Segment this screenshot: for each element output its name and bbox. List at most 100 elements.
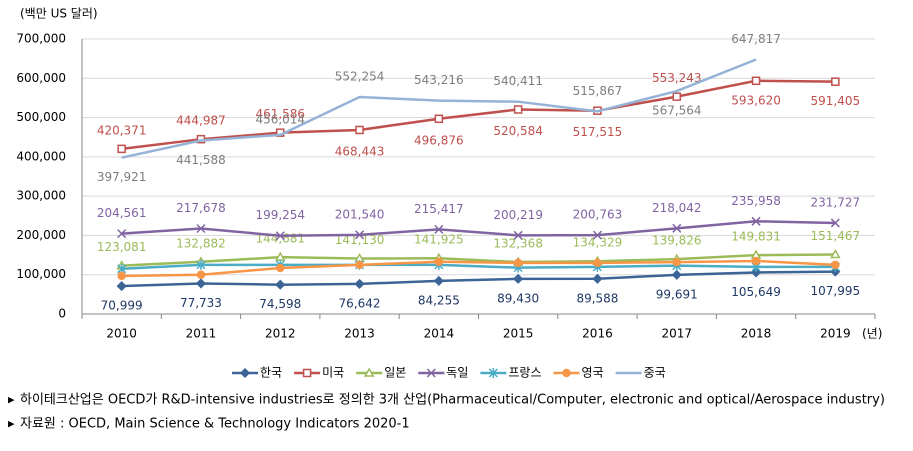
marker [434, 224, 444, 234]
data-label: 520,584 [493, 124, 543, 138]
data-label: 89,430 [497, 291, 539, 305]
marker [830, 218, 840, 228]
data-label: 553,243 [652, 71, 702, 85]
data-label: 647,817 [731, 32, 781, 46]
marker [196, 223, 206, 234]
data-label: 468,443 [335, 144, 385, 158]
y-tick-label: 200,000 [16, 228, 66, 242]
x-tick-label: 2016 [582, 327, 613, 341]
marker [831, 77, 840, 86]
data-label: 552,254 [335, 70, 385, 84]
note: 자료원 : OECD, Main Science & Technology In… [20, 417, 410, 432]
marker [513, 230, 523, 240]
data-label: 139,826 [652, 234, 702, 248]
y-tick-label: 700,000 [16, 32, 66, 46]
marker [355, 230, 365, 240]
data-label: 397,921 [97, 170, 147, 184]
legend-label: 독일 [446, 366, 468, 380]
marker [592, 273, 603, 284]
series-line [121, 58, 757, 159]
marker [433, 275, 444, 286]
data-label: 517,515 [573, 125, 623, 139]
data-label: 215,417 [414, 202, 464, 216]
marker [488, 368, 498, 378]
data-label: 461,586 [255, 107, 305, 121]
data-label: 235,958 [731, 194, 781, 208]
x-tick-label: 2017 [661, 327, 692, 341]
data-label: 105,649 [731, 285, 781, 299]
data-label: 74,598 [259, 297, 301, 311]
marker [275, 231, 285, 241]
legend-label: 프랑스 [508, 366, 541, 380]
legend-label: 한국 [260, 366, 282, 380]
data-label: 217,678 [176, 201, 226, 215]
x-tick-label: 2010 [106, 327, 137, 341]
data-label: 218,042 [652, 201, 702, 215]
data-label: 204,561 [97, 206, 147, 220]
data-label: 231,727 [811, 195, 861, 209]
marker [592, 230, 602, 240]
legend-label: 중국 [644, 366, 666, 380]
marker [196, 259, 206, 270]
data-label: 132,368 [493, 236, 543, 250]
y-tick-label: 300,000 [16, 189, 66, 203]
data-label: 99,691 [656, 287, 698, 301]
data-label: 540,411 [493, 74, 543, 88]
marker [239, 367, 251, 379]
legend-label: 일본 [384, 366, 406, 380]
marker [513, 258, 523, 268]
y-tick-label: 400,000 [16, 149, 66, 163]
x-tick-label: 2019 [820, 327, 851, 341]
x-tick-label: 2012 [265, 327, 296, 341]
bullet: ▸ [8, 393, 15, 408]
data-label: 151,467 [811, 229, 861, 243]
data-label: 123,081 [97, 240, 147, 254]
marker [276, 263, 285, 273]
x-tick-label: 2015 [503, 327, 534, 341]
data-label: 496,876 [414, 133, 464, 147]
marker [354, 278, 365, 289]
legend-label: 영국 [582, 366, 604, 380]
marker [302, 368, 312, 378]
data-label: 84,255 [418, 293, 460, 307]
marker [831, 260, 840, 270]
marker [434, 257, 444, 266]
data-label: 456,014 [255, 112, 305, 126]
data-label: 199,254 [255, 208, 305, 222]
data-label: 107,995 [811, 284, 861, 298]
marker [116, 281, 127, 292]
data-label: 543,216 [414, 73, 464, 87]
marker [751, 256, 761, 266]
data-label: 200,219 [493, 208, 543, 222]
data-label: 141,130 [335, 233, 385, 247]
marker [195, 278, 207, 289]
x-tick-label: 2014 [424, 327, 455, 341]
marker [513, 105, 523, 114]
data-label: 134,329 [573, 236, 623, 250]
marker [672, 257, 681, 267]
data-label: 141,925 [414, 233, 464, 247]
marker [562, 368, 571, 378]
legend-label: 미국 [322, 366, 344, 380]
marker [750, 267, 762, 278]
marker [751, 76, 761, 86]
series-line [121, 270, 836, 288]
y-tick-label: 100,000 [16, 267, 66, 281]
marker [671, 269, 682, 280]
marker [355, 260, 364, 270]
data-label: 593,620 [731, 93, 781, 107]
marker [275, 279, 286, 290]
series-line [121, 263, 836, 271]
data-label: 201,540 [335, 207, 385, 221]
data-label: 70,999 [101, 299, 143, 313]
y-unit: (백만 US 달러) [20, 7, 98, 21]
marker [593, 258, 602, 268]
x-unit: (년) [862, 327, 882, 341]
data-label: 200,763 [573, 208, 623, 222]
bullet: ▸ [8, 417, 15, 432]
data-label: 441,588 [176, 153, 226, 167]
y-tick-label: 0 [58, 307, 66, 321]
data-label: 132,882 [176, 236, 226, 250]
marker [363, 367, 375, 377]
